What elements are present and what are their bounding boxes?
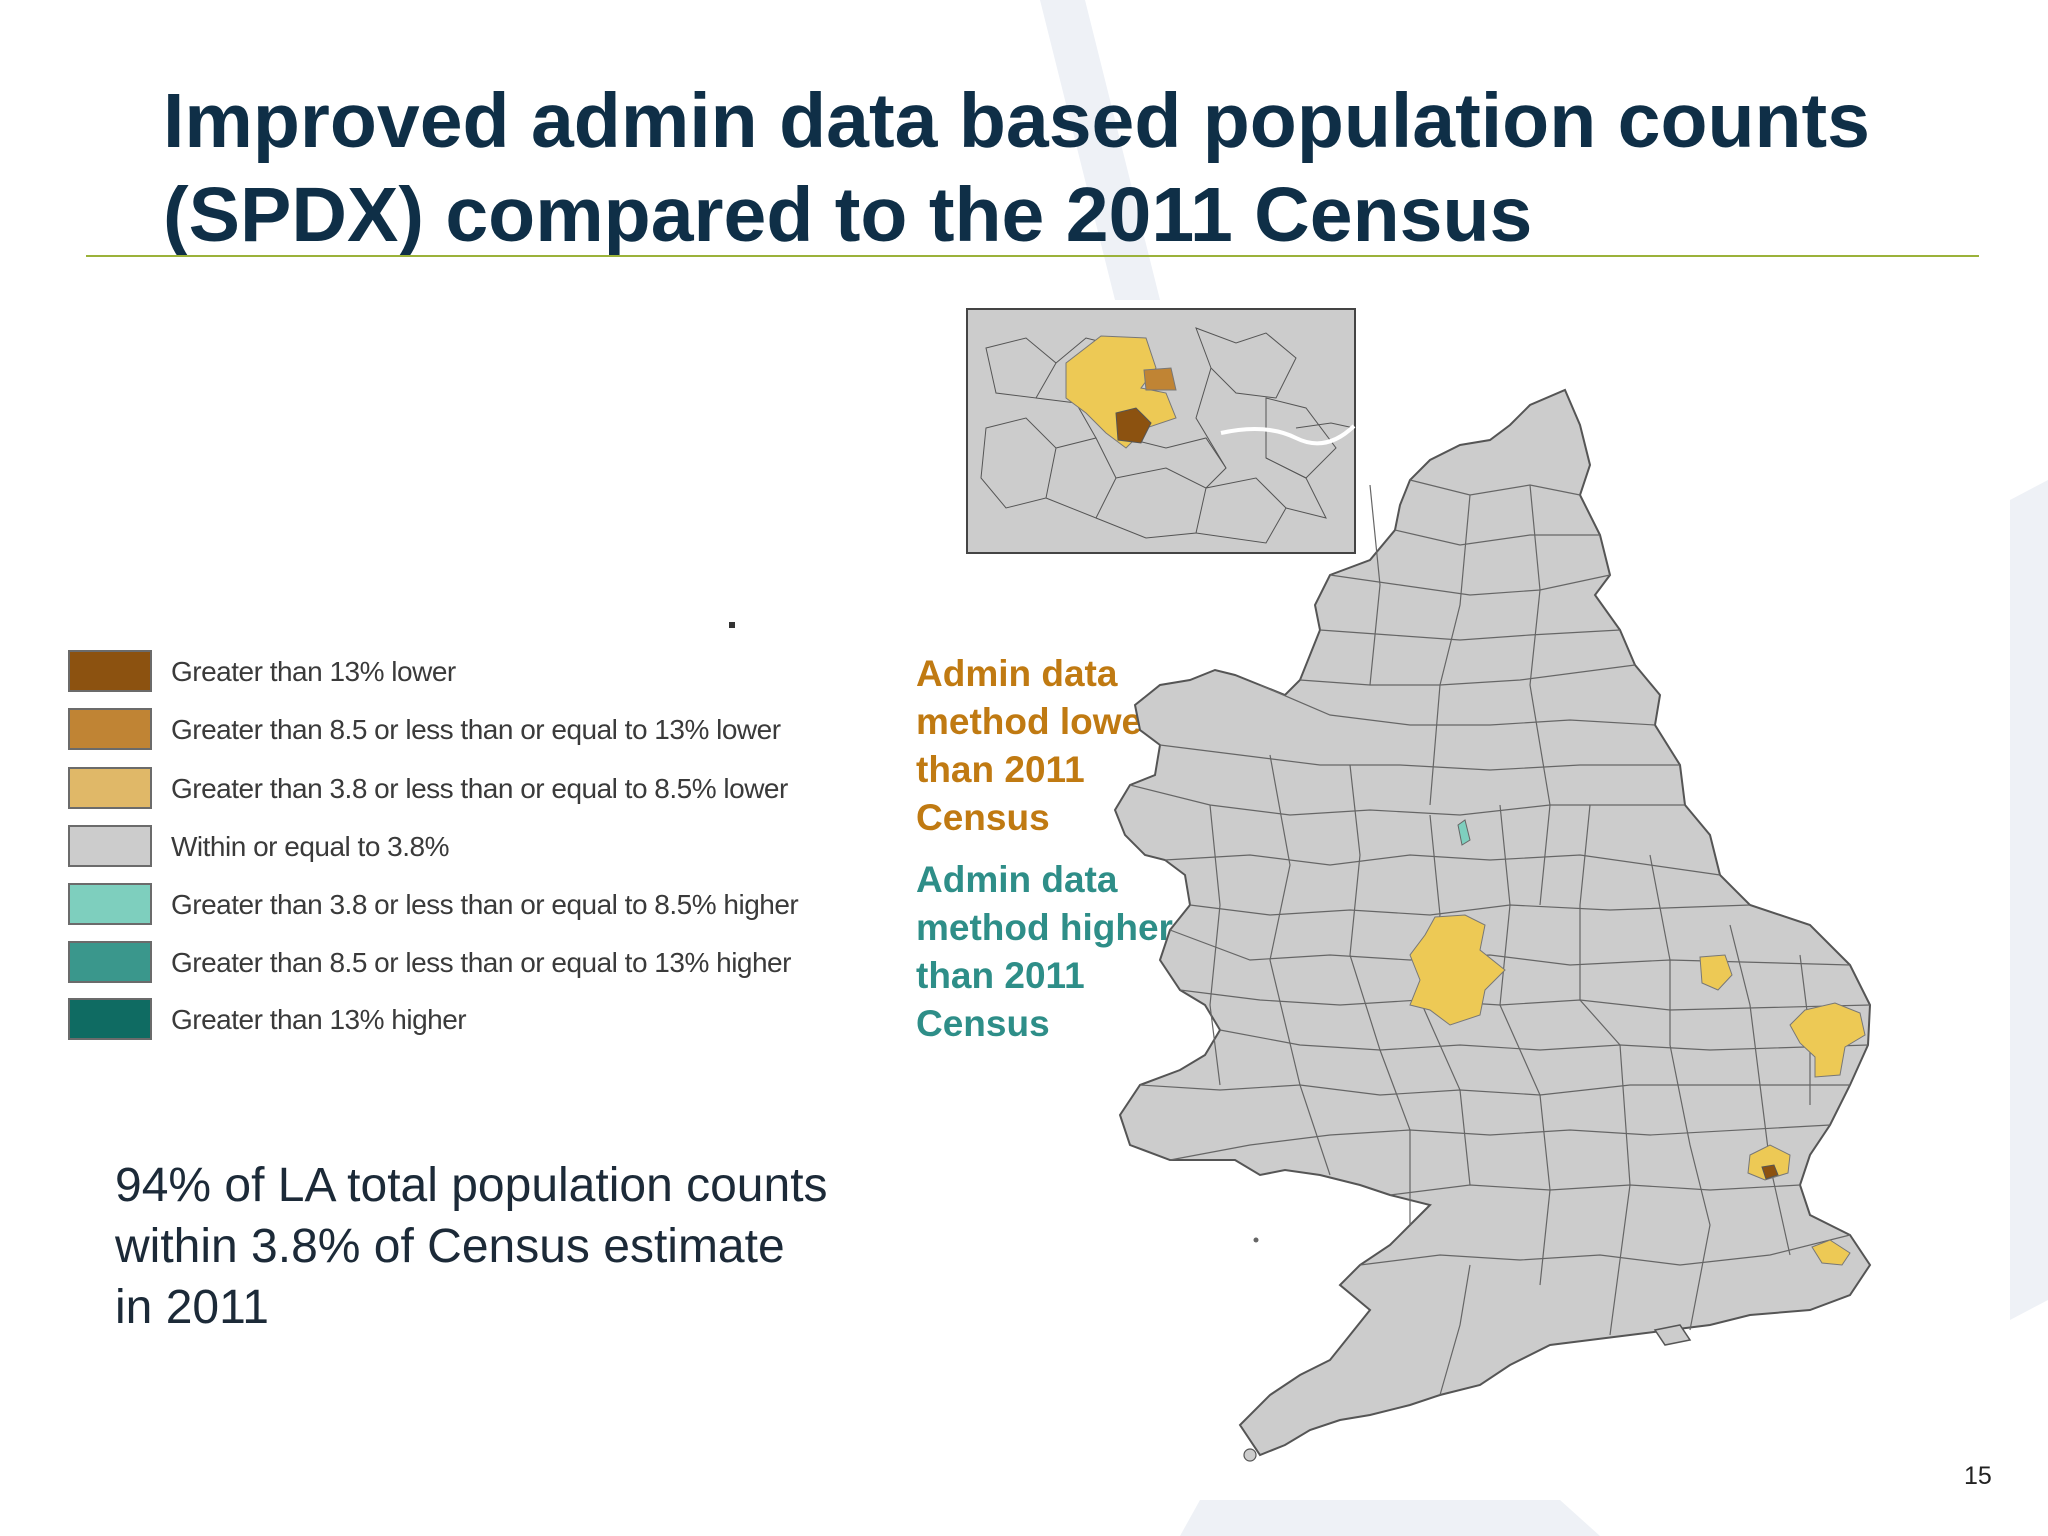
stray-dot (729, 622, 735, 628)
legend-label: Greater than 13% lower (171, 656, 456, 687)
legend-label: Within or equal to 3.8% (171, 831, 450, 862)
legend-swatch (68, 708, 152, 750)
lower-note: Admin data method lower than 2011 Census (916, 653, 1157, 838)
region-boundaries (1129, 479, 1871, 1396)
inset-boundaries (980, 327, 1355, 544)
highlight-shropshire (1409, 914, 1506, 1026)
legend-swatch (68, 825, 152, 867)
highlight-merseyside (1457, 819, 1471, 846)
title-divider (86, 255, 1979, 257)
highlight-east (1789, 1002, 1866, 1078)
slide-title: Improved admin data based population cou… (163, 78, 1871, 258)
legend-item: Greater than 8.5 or less than or equal t… (68, 941, 918, 985)
england-wales-outline (1113, 388, 1872, 1457)
legend-swatch (68, 883, 152, 925)
higher-note: Admin data method higher than 2011 Censu… (916, 859, 1173, 1044)
inset-highlight-brown (1115, 407, 1152, 444)
legend-label: Greater than 3.8 or less than or equal t… (171, 889, 799, 920)
page-number: 15 (1964, 1462, 1992, 1490)
england-wales-map (1113, 388, 1872, 1462)
legend-item: Greater than 13% higher (68, 998, 918, 1042)
london-inset-map (966, 308, 1356, 554)
inset-highlight-orange (1143, 367, 1177, 391)
legend-item: Greater than 3.8 or less than or equal t… (68, 767, 918, 811)
river-thames (1220, 424, 1356, 446)
legend-item: Greater than 13% lower (68, 650, 918, 694)
legend-label: Greater than 3.8 or less than or equal t… (171, 773, 788, 804)
scilly-isles (1243, 1448, 1257, 1462)
legend-item: Within or equal to 3.8% (68, 825, 918, 869)
legend-label: Greater than 8.5 or less than or equal t… (171, 947, 791, 978)
legend-item: Greater than 3.8 or less than or equal t… (68, 883, 918, 927)
legend-swatch (68, 650, 152, 692)
legend-item: Greater than 8.5 or less than or equal t… (68, 708, 918, 752)
inset-background (966, 308, 1356, 554)
highlight-london-core (1761, 1164, 1779, 1180)
legend-label: Greater than 13% higher (171, 1004, 467, 1035)
summary-text: 94% of LA total population counts within… (115, 1159, 828, 1334)
legend-label: Greater than 8.5 or less than or equal t… (171, 714, 781, 745)
legend-swatch (68, 941, 152, 983)
legend-swatch (68, 767, 152, 809)
lundy-island (1253, 1237, 1259, 1243)
highlight-central (1699, 954, 1733, 991)
highlight-london (1747, 1144, 1791, 1181)
isle-of-wight (1653, 1324, 1692, 1346)
legend-swatch (68, 998, 152, 1040)
highlight-kent (1811, 1239, 1851, 1266)
